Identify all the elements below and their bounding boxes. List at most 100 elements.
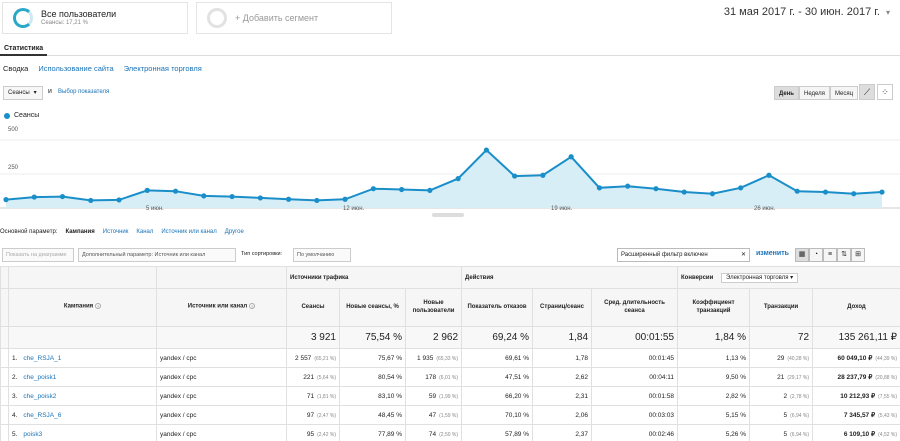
dimension-source-medium[interactable]: Источник или канал [161,229,217,235]
header-pages-per-session[interactable]: Страниц/сеанс [532,288,593,327]
bar-view-icon[interactable]: ≡ [823,248,837,262]
new-sessions-pct-cell: 77,89 % [339,424,406,441]
data-point[interactable] [201,193,207,199]
dimension-source[interactable]: Источник [102,229,129,235]
sessions-cell: 71 (1,81 %) [286,386,340,406]
subnav-site-usage[interactable]: Использование сайта [38,64,114,73]
data-point[interactable] [172,188,179,194]
table-view-icon[interactable]: ▦ [795,248,809,262]
data-point[interactable] [399,186,405,193]
group-cell-empty [8,266,157,289]
data-point[interactable] [596,185,603,191]
data-point[interactable] [709,191,716,197]
data-point[interactable] [483,147,489,153]
subnav-summary[interactable]: Сводка [3,64,29,73]
data-point[interactable] [455,176,461,182]
checkbox-cell[interactable] [0,405,9,425]
data-point[interactable] [568,154,574,160]
data-point[interactable] [512,173,518,179]
data-point[interactable] [625,183,631,189]
data-point[interactable] [144,187,150,193]
new-users-cell-share: (1,59 %) [439,412,459,419]
data-point[interactable] [879,189,885,195]
data-point[interactable] [766,172,772,178]
data-point[interactable] [31,194,37,200]
data-point[interactable] [681,189,687,195]
change-filter-link[interactable]: изменить [756,250,789,257]
data-point[interactable] [3,197,9,203]
transaction-rate-cell: 5,26 % [677,424,751,441]
data-point[interactable] [427,187,433,193]
data-point[interactable] [540,172,546,178]
plot-rows-button[interactable]: Показать на диаграмме [2,248,74,262]
header-campaign[interactable]: Кампания? [8,288,157,327]
campaign-link[interactable]: che_poisk2 [23,392,57,400]
pivot-view-icon[interactable]: ⊞ [851,248,865,262]
close-icon[interactable]: ✕ [740,252,746,258]
data-point[interactable] [851,191,857,197]
chart-scroll-handle[interactable] [432,213,464,217]
checkbox-cell[interactable] [0,348,9,368]
data-point[interactable] [257,195,263,201]
data-point[interactable] [88,197,94,204]
segment-all-users[interactable]: Все пользователи Сеансы: 17,21 % [2,2,188,34]
checkbox-cell[interactable] [0,386,9,406]
data-point[interactable] [229,193,235,200]
data-point[interactable] [653,186,659,192]
header-avg-session-duration[interactable]: Сред. длительность сеанса [591,288,679,327]
bubble-chart-icon[interactable]: ⁘ [877,84,893,100]
data-point[interactable] [116,197,122,203]
help-icon[interactable]: ? [95,303,102,310]
sort-type-select[interactable]: По умолчанию [293,248,351,262]
data-point[interactable] [285,196,292,202]
data-point[interactable] [59,193,66,200]
campaign-link[interactable]: che_RSJA_6 [23,411,62,419]
advanced-filter-box[interactable]: Расширенный фильтр включен ✕ [617,248,750,262]
header-new-sessions-pct[interactable]: Новые сеансы, % [339,288,406,327]
sessions-cell: 95 (2,42 %) [286,424,340,441]
dimension-campaign[interactable]: Кампания [65,229,95,235]
bounce-rate-cell: 57,89 % [461,424,534,441]
granularity-week-button[interactable]: Неделя [799,86,830,100]
conversion-type-select[interactable]: Электронная торговля ▾ [720,273,799,283]
header-new-users[interactable]: Новые пользователи [404,288,463,327]
area-fill [6,150,882,208]
date-range-picker[interactable]: 31 мая 2017 г. - 30 июн. 2017 г. ▾ [724,6,890,18]
primary-dimension-label: Основной параметр: [0,229,58,235]
data-point[interactable] [370,186,376,192]
new-users-cell-share: (2,50 %) [439,431,459,438]
data-point[interactable] [314,197,320,204]
compare-view-icon[interactable]: ⇅ [837,248,851,262]
campaign-link[interactable]: poisk3 [23,430,43,438]
help-icon[interactable]: ? [249,303,256,310]
pages-per-session-cell: 2,06 [532,405,593,425]
add-segment-button[interactable]: + Добавить сегмент [196,2,392,34]
data-point[interactable] [342,196,348,202]
line-chart-icon[interactable]: ⟋ [859,84,875,100]
campaign-link[interactable]: che_poisk1 [23,373,57,381]
subnav-ecommerce[interactable]: Электронная торговля [123,64,202,73]
header-bounce-rate[interactable]: Показатель отказов [461,288,534,327]
header-revenue[interactable]: Доход [812,288,900,327]
header-transactions[interactable]: Транзакции [749,288,814,327]
granularity-day-button[interactable]: День [774,86,799,100]
tab-statistics[interactable]: Статистика [0,42,48,56]
data-point[interactable] [738,185,744,191]
header-checkbox-cell[interactable] [0,288,9,327]
group-conversions-label: Конверсии [681,275,714,281]
data-point[interactable] [794,188,800,194]
secondary-dimension-select[interactable]: Дополнительный параметр: Источник или ка… [78,248,236,262]
choose-metric-link[interactable]: Выбор показателя [58,89,110,95]
pie-view-icon[interactable]: ◔ [809,248,823,262]
granularity-month-button[interactable]: Месяц [829,86,859,100]
checkbox-cell[interactable] [0,367,9,387]
checkbox-cell[interactable] [0,424,9,441]
header-transaction-rate[interactable]: Коэффициент транзакций [677,288,751,327]
campaign-link[interactable]: che_RSJA_1 [23,354,62,362]
header-sessions[interactable]: Сеансы [286,288,340,327]
dimension-other[interactable]: Другое [224,229,244,235]
header-source-medium[interactable]: Источник или канал? [156,288,287,327]
metric-select[interactable]: Сеансы ▾ [3,86,43,100]
data-point[interactable] [822,189,829,195]
dimension-channel[interactable]: Канал [136,229,154,235]
